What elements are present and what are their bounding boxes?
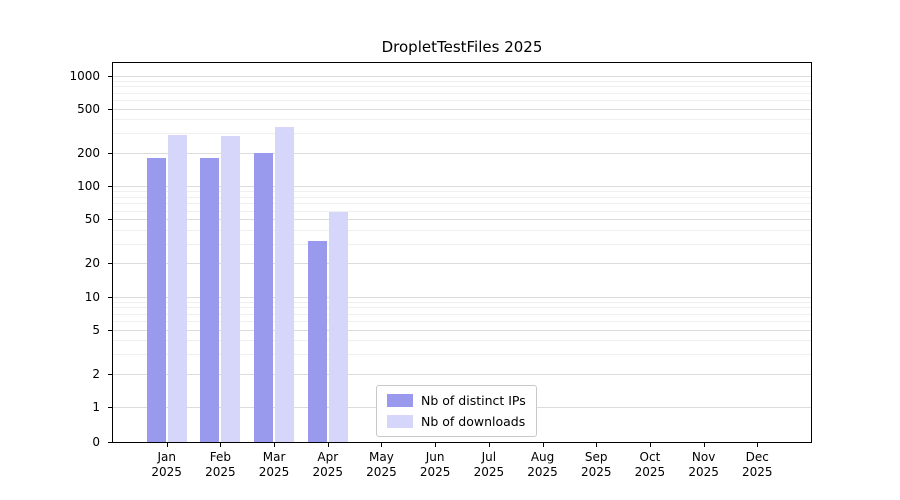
- bar-downloads-jan: [167, 134, 187, 442]
- y-tick-label-100: 100: [77, 179, 100, 193]
- y-tick-mark: [108, 407, 112, 408]
- y-tick-label-1000: 1000: [69, 68, 100, 83]
- x-tick-mark: [703, 443, 705, 447]
- x-tick-label-nov: Nov 2025: [688, 450, 719, 479]
- gridline-200: [113, 152, 811, 154]
- y-tick-label-1: 1: [92, 400, 100, 414]
- gridline-minor: [113, 80, 811, 82]
- x-tick-label-feb: Feb 2025: [205, 450, 236, 479]
- gridline-minor: [113, 92, 811, 94]
- gridline-minor: [113, 100, 811, 101]
- legend: Nb of distinct IPs Nb of downloads: [376, 385, 537, 437]
- x-tick-mark: [596, 443, 598, 447]
- plot-area: Nb of distinct IPs Nb of downloads: [112, 62, 812, 443]
- x-tick-label-mar: Mar 2025: [258, 450, 290, 479]
- y-tick-mark: [108, 442, 112, 443]
- gridline-minor: [113, 321, 811, 322]
- gridline-20: [113, 263, 811, 265]
- gridline-minor: [113, 340, 811, 342]
- x-tick-label-jan: Jan 2025: [151, 450, 182, 479]
- x-tick-mark: [166, 443, 168, 447]
- x-tick-label-sep: Sep 2025: [580, 450, 612, 479]
- x-tick-label-apr: Apr 2025: [312, 450, 344, 479]
- y-tick-mark: [108, 108, 112, 110]
- gridline-minor: [113, 133, 811, 135]
- x-tick-mark: [488, 443, 490, 447]
- x-tick-mark: [435, 443, 437, 447]
- gridline-5: [113, 329, 811, 331]
- x-tick-label-jun: Jun 2025: [419, 450, 451, 479]
- bar-distinct-ips-apr: [307, 240, 327, 442]
- gridline-minor: [113, 196, 811, 198]
- bar-distinct-ips-jan: [146, 157, 166, 442]
- gridline-minor: [113, 119, 811, 121]
- bar-distinct-ips-feb: [200, 157, 220, 442]
- gridline-minor: [113, 210, 811, 212]
- y-tick-label-20: 20: [84, 256, 100, 271]
- x-tick-mark: [542, 443, 544, 447]
- y-tick-label-200: 200: [77, 145, 100, 160]
- x-tick-mark: [381, 443, 383, 447]
- y-tick-label-500: 500: [77, 101, 100, 116]
- gridline-10: [113, 296, 811, 298]
- x-tick-label-oct: Oct 2025: [634, 450, 666, 479]
- bar-distinct-ips-mar: [254, 152, 274, 442]
- x-tick-mark: [757, 443, 759, 447]
- x-tick-label-dec: Dec 2025: [742, 450, 773, 479]
- y-tick-label-5: 5: [92, 322, 100, 337]
- y-tick-label-0: 0: [92, 435, 100, 449]
- x-tick-mark: [649, 443, 651, 447]
- y-tick-label-50: 50: [84, 212, 100, 227]
- gridline-minor: [113, 354, 811, 356]
- legend-item-downloads: Nb of downloads: [387, 414, 526, 429]
- gridline-minor: [113, 307, 811, 309]
- chart-title: DropletTestFiles 2025: [381, 38, 543, 56]
- x-tick-mark: [327, 443, 329, 447]
- gridline-500: [113, 108, 811, 110]
- y-tick-label-10: 10: [84, 289, 100, 304]
- gridline-minor: [113, 191, 811, 193]
- gridline-minor: [113, 301, 811, 303]
- x-tick-label-jul: Jul 2025: [473, 450, 505, 479]
- legend-label-distinct-ips: Nb of distinct IPs: [421, 393, 526, 408]
- bar-downloads-apr: [328, 212, 348, 442]
- gridline-minor: [113, 203, 811, 205]
- y-tick-label-2: 2: [92, 366, 100, 381]
- x-tick-label-may: May 2025: [366, 450, 397, 479]
- y-tick-mark: [108, 329, 112, 331]
- legend-item-distinct-ips: Nb of distinct IPs: [387, 393, 526, 408]
- y-tick-mark: [108, 75, 112, 77]
- y-tick-mark: [108, 186, 112, 187]
- x-tick-label-aug: Aug 2025: [527, 450, 558, 479]
- x-tick-mark: [220, 443, 222, 447]
- legend-label-downloads: Nb of downloads: [421, 414, 526, 429]
- gridline-minor: [113, 313, 811, 315]
- bar-downloads-feb: [221, 135, 241, 442]
- gridline-100: [113, 186, 811, 187]
- x-tick-mark: [274, 443, 276, 447]
- legend-swatch-distinct-ips: [387, 394, 413, 407]
- y-tick-mark: [108, 263, 112, 265]
- gridline-minor: [113, 243, 811, 245]
- gridline-2: [113, 373, 811, 375]
- legend-swatch-downloads: [387, 415, 413, 428]
- gridline-50: [113, 219, 811, 221]
- bar-downloads-mar: [275, 127, 295, 442]
- y-tick-mark: [108, 296, 112, 298]
- y-tick-mark: [108, 219, 112, 221]
- gridline-minor: [113, 86, 811, 88]
- y-tick-mark: [108, 152, 112, 154]
- gridline-1000: [113, 75, 811, 77]
- gridline-minor: [113, 229, 811, 231]
- y-tick-mark: [108, 373, 112, 375]
